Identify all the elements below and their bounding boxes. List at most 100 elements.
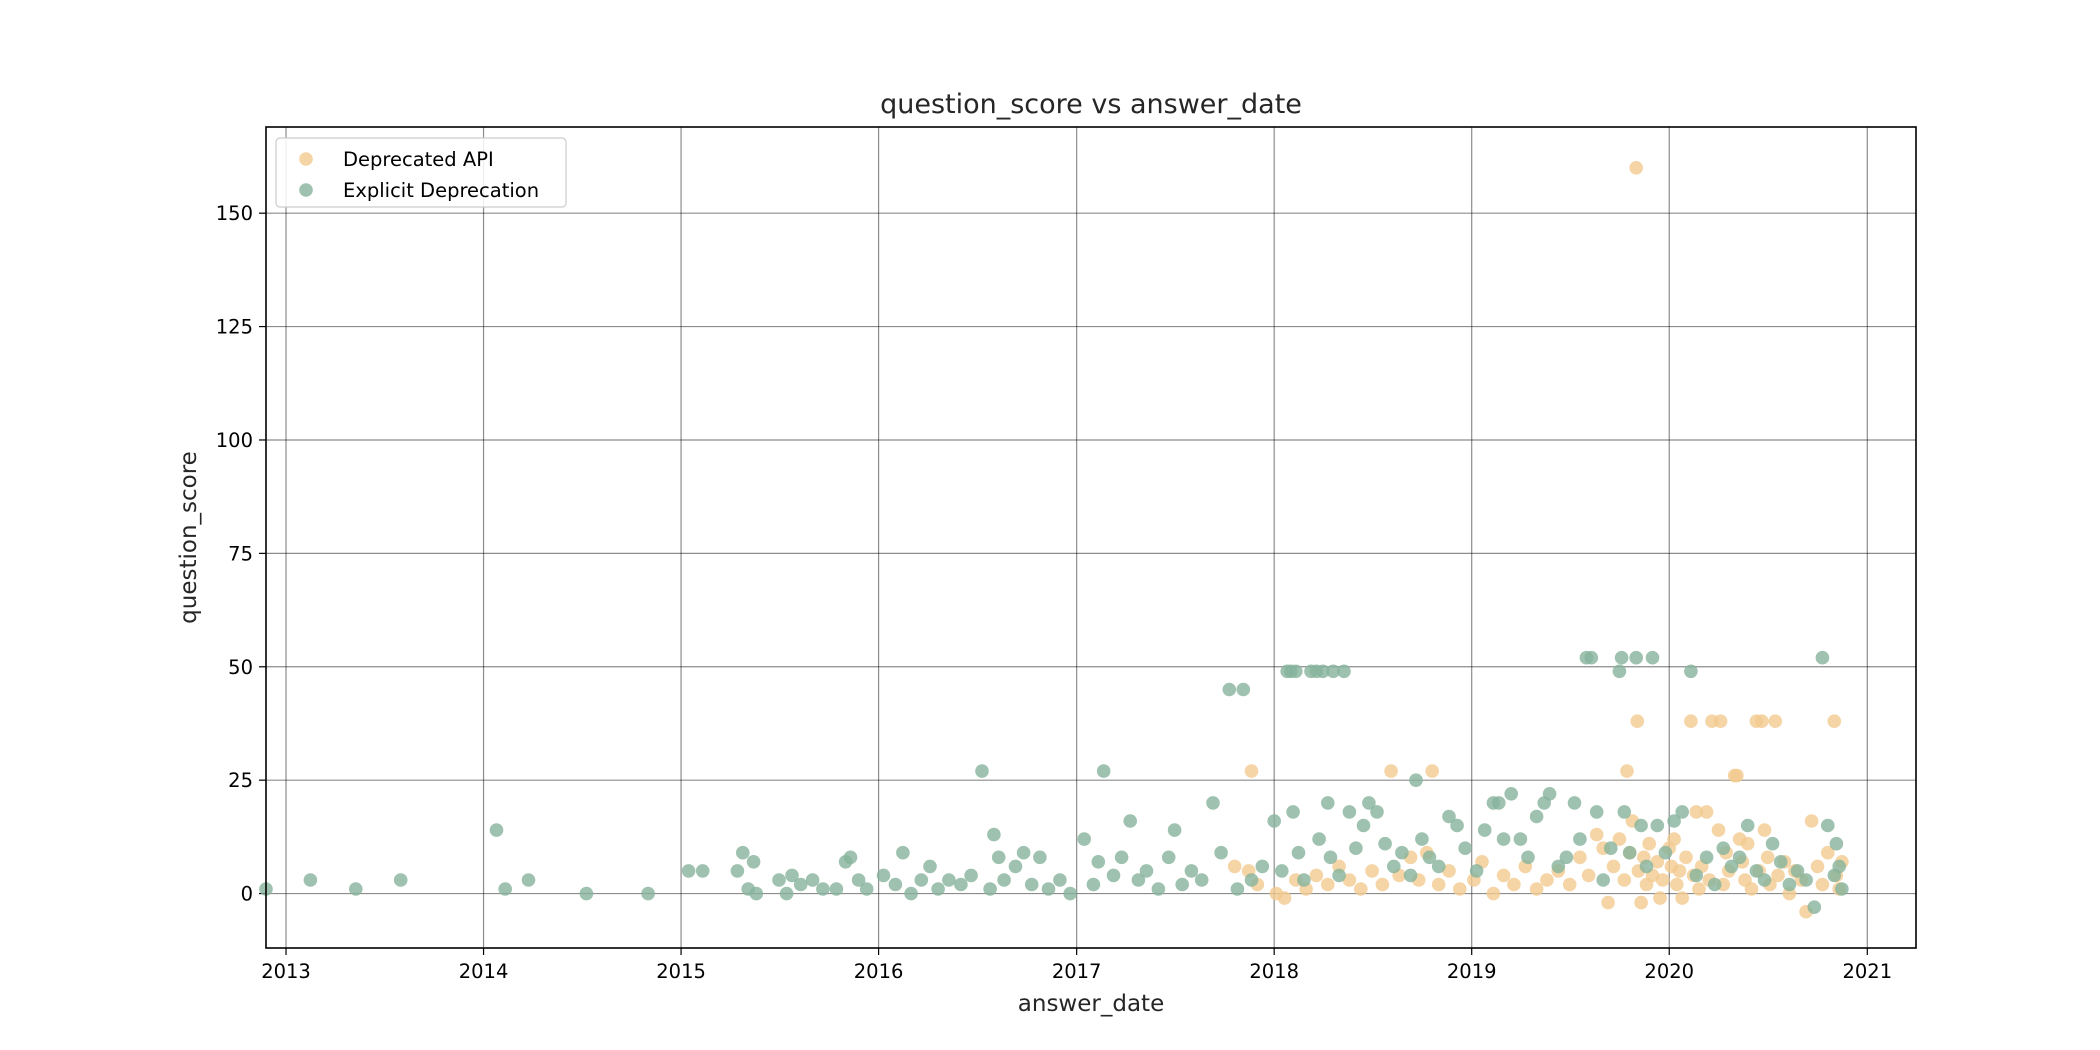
data-point xyxy=(1326,664,1340,679)
legend-marker xyxy=(299,152,313,166)
data-point xyxy=(1584,650,1599,665)
y-tick-label: 150 xyxy=(216,202,253,225)
data-point xyxy=(1658,845,1673,860)
data-point xyxy=(579,886,594,901)
data-point xyxy=(1732,850,1747,865)
x-tick-label: 2019 xyxy=(1447,960,1497,983)
data-point xyxy=(1236,682,1251,697)
data-point xyxy=(1096,764,1111,778)
data-point xyxy=(1559,850,1574,865)
data-point xyxy=(914,873,929,887)
chart-title: question_score vs answer_date xyxy=(880,89,1302,120)
data-point xyxy=(1184,864,1199,878)
data-point xyxy=(1634,818,1648,833)
data-point xyxy=(1815,650,1830,665)
data-point xyxy=(1375,877,1390,892)
data-point xyxy=(843,850,858,865)
data-point xyxy=(1765,836,1780,851)
series-0 xyxy=(1227,161,1849,919)
data-point xyxy=(1033,850,1047,865)
data-point xyxy=(923,859,937,874)
data-point xyxy=(1529,809,1544,824)
data-point xyxy=(1312,832,1326,846)
data-point xyxy=(1679,850,1693,865)
data-point xyxy=(1387,859,1401,874)
x-tick-label: 2020 xyxy=(1644,960,1694,983)
data-point xyxy=(1227,859,1242,874)
data-point xyxy=(1337,664,1351,679)
data-point xyxy=(1562,877,1577,892)
data-point xyxy=(829,882,844,896)
data-point xyxy=(1757,873,1772,887)
data-point xyxy=(1431,877,1446,892)
data-point xyxy=(851,873,866,887)
data-point xyxy=(1349,841,1363,855)
data-point xyxy=(1453,882,1467,896)
data-point xyxy=(1689,868,1704,883)
data-point xyxy=(1332,868,1346,883)
data-point xyxy=(904,886,918,901)
data-point xyxy=(942,873,956,887)
data-point xyxy=(1639,859,1654,874)
data-point xyxy=(1139,864,1154,878)
data-point xyxy=(1573,850,1587,865)
data-point xyxy=(1642,836,1656,851)
data-point xyxy=(1692,882,1706,896)
data-point xyxy=(746,855,761,869)
data-point xyxy=(1277,891,1292,905)
data-point xyxy=(1289,664,1303,679)
x-tick-label: 2017 xyxy=(1052,960,1102,983)
data-point xyxy=(1551,859,1566,874)
legend-box xyxy=(275,137,567,208)
data-point xyxy=(1604,841,1618,855)
data-point xyxy=(498,882,512,896)
data-point xyxy=(1634,895,1648,910)
data-point xyxy=(1041,882,1056,896)
data-point xyxy=(1291,845,1306,860)
data-point xyxy=(1617,873,1632,887)
data-point xyxy=(1740,818,1755,833)
data-point xyxy=(1707,877,1722,892)
data-point xyxy=(1540,873,1554,887)
data-point xyxy=(975,764,989,778)
data-point xyxy=(1672,864,1687,878)
data-point xyxy=(1716,841,1731,855)
data-point xyxy=(1342,805,1357,819)
data-point xyxy=(964,868,978,883)
data-point xyxy=(303,873,318,887)
data-point xyxy=(1244,873,1259,887)
data-point xyxy=(1370,805,1384,819)
legend-label: Deprecated API xyxy=(343,148,494,171)
data-point xyxy=(1675,891,1689,905)
data-point xyxy=(1804,814,1819,828)
data-point xyxy=(1053,873,1067,887)
data-point xyxy=(1529,882,1544,896)
data-point xyxy=(749,886,764,901)
data-point xyxy=(1749,864,1764,878)
data-point xyxy=(1123,814,1137,828)
data-point xyxy=(1486,886,1501,901)
data-point xyxy=(1689,805,1704,819)
y-tick-label: 0 xyxy=(241,883,253,906)
data-point xyxy=(1409,773,1423,787)
data-point xyxy=(1810,859,1825,874)
data-point xyxy=(1711,823,1726,837)
data-point xyxy=(793,877,808,892)
data-point xyxy=(1450,818,1464,833)
data-point xyxy=(1106,868,1121,883)
data-point xyxy=(1815,877,1830,892)
data-point xyxy=(736,845,750,860)
x-axis-label: answer_date xyxy=(1018,991,1164,1017)
data-point xyxy=(997,873,1011,887)
data-point xyxy=(1513,832,1528,846)
data-point xyxy=(1492,796,1506,810)
data-point xyxy=(349,882,363,896)
data-point xyxy=(1614,650,1629,665)
data-point xyxy=(1567,796,1582,810)
data-point xyxy=(1206,796,1220,810)
data-point xyxy=(1395,845,1409,860)
data-point xyxy=(1630,714,1645,728)
data-points xyxy=(259,161,1849,919)
data-point xyxy=(1244,764,1259,778)
data-point xyxy=(1356,818,1371,833)
